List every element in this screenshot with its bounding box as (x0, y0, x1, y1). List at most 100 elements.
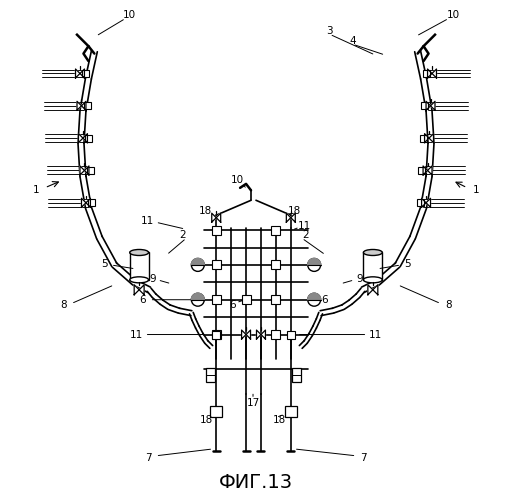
Text: 2: 2 (303, 230, 309, 240)
Bar (418, 167, 425, 174)
Polygon shape (429, 134, 434, 142)
Polygon shape (424, 134, 429, 142)
Text: 11: 11 (130, 330, 143, 340)
Text: 8: 8 (60, 300, 67, 310)
Bar (212, 330, 220, 338)
Circle shape (308, 294, 321, 306)
Text: 18: 18 (273, 415, 287, 425)
Polygon shape (191, 258, 204, 265)
Polygon shape (421, 198, 426, 207)
Bar (82, 70, 90, 77)
Bar (271, 330, 281, 339)
Text: 1: 1 (473, 186, 479, 196)
Text: 5: 5 (404, 259, 411, 269)
Bar (84, 102, 91, 110)
Text: 18: 18 (288, 206, 302, 216)
Polygon shape (373, 285, 378, 294)
Bar (364, 252, 382, 280)
Polygon shape (81, 102, 86, 110)
Bar (212, 226, 221, 234)
Bar (212, 260, 221, 270)
Text: 11: 11 (298, 221, 311, 231)
Text: 11: 11 (369, 330, 382, 340)
Polygon shape (432, 69, 437, 78)
Polygon shape (242, 330, 246, 339)
Text: 1: 1 (33, 186, 39, 196)
Polygon shape (286, 213, 291, 222)
Bar (285, 406, 297, 416)
Bar (212, 295, 221, 304)
Polygon shape (216, 213, 221, 222)
Ellipse shape (364, 250, 382, 256)
Polygon shape (81, 198, 86, 207)
Polygon shape (139, 285, 144, 294)
Polygon shape (75, 69, 80, 78)
Text: ФИГ.13: ФИГ.13 (219, 473, 293, 492)
Text: 9: 9 (150, 274, 156, 284)
Bar (421, 102, 428, 110)
Ellipse shape (364, 277, 382, 283)
Bar (212, 330, 221, 339)
Text: 17: 17 (246, 398, 260, 407)
Polygon shape (431, 102, 435, 110)
Polygon shape (426, 102, 431, 110)
Polygon shape (80, 166, 84, 175)
Polygon shape (86, 198, 91, 207)
Polygon shape (80, 69, 84, 78)
Bar (210, 406, 222, 416)
Polygon shape (78, 134, 83, 142)
Circle shape (191, 294, 204, 306)
Text: 10: 10 (230, 176, 244, 186)
Polygon shape (368, 285, 373, 294)
Bar (206, 368, 215, 382)
Text: 6: 6 (322, 294, 328, 304)
Circle shape (308, 258, 321, 272)
Polygon shape (77, 102, 81, 110)
Ellipse shape (130, 250, 148, 256)
Text: 18: 18 (200, 415, 213, 425)
Polygon shape (426, 198, 431, 207)
Bar (271, 260, 281, 270)
Bar (422, 70, 430, 77)
Polygon shape (308, 258, 321, 265)
Polygon shape (84, 166, 89, 175)
Polygon shape (428, 166, 432, 175)
Bar (89, 200, 95, 206)
Text: 5: 5 (101, 259, 108, 269)
Bar (242, 295, 250, 304)
Text: 6: 6 (229, 300, 236, 310)
Polygon shape (191, 294, 204, 300)
Text: 9: 9 (356, 274, 362, 284)
Text: 8: 8 (445, 300, 452, 310)
Circle shape (191, 258, 204, 272)
Bar (287, 330, 295, 338)
Polygon shape (257, 330, 261, 339)
Bar (86, 134, 92, 141)
Bar (292, 368, 301, 382)
Text: 10: 10 (123, 10, 136, 20)
Text: 4: 4 (349, 36, 356, 46)
Polygon shape (212, 213, 216, 222)
Text: 6: 6 (139, 294, 146, 304)
Bar (87, 167, 94, 174)
Text: 7: 7 (360, 453, 367, 463)
Polygon shape (261, 330, 265, 339)
Text: 2: 2 (179, 230, 186, 240)
Polygon shape (423, 166, 428, 175)
Text: 11: 11 (141, 216, 154, 226)
Bar (271, 295, 281, 304)
Bar (420, 134, 426, 141)
Text: 3: 3 (326, 26, 333, 36)
Polygon shape (291, 213, 295, 222)
Text: 7: 7 (145, 453, 152, 463)
Polygon shape (308, 294, 321, 300)
Bar (130, 252, 148, 280)
Ellipse shape (130, 277, 148, 283)
Polygon shape (246, 330, 250, 339)
Polygon shape (83, 134, 88, 142)
Bar (271, 226, 281, 234)
Text: 18: 18 (199, 206, 212, 216)
Polygon shape (134, 285, 139, 294)
Polygon shape (428, 69, 432, 78)
Text: 10: 10 (446, 10, 459, 20)
